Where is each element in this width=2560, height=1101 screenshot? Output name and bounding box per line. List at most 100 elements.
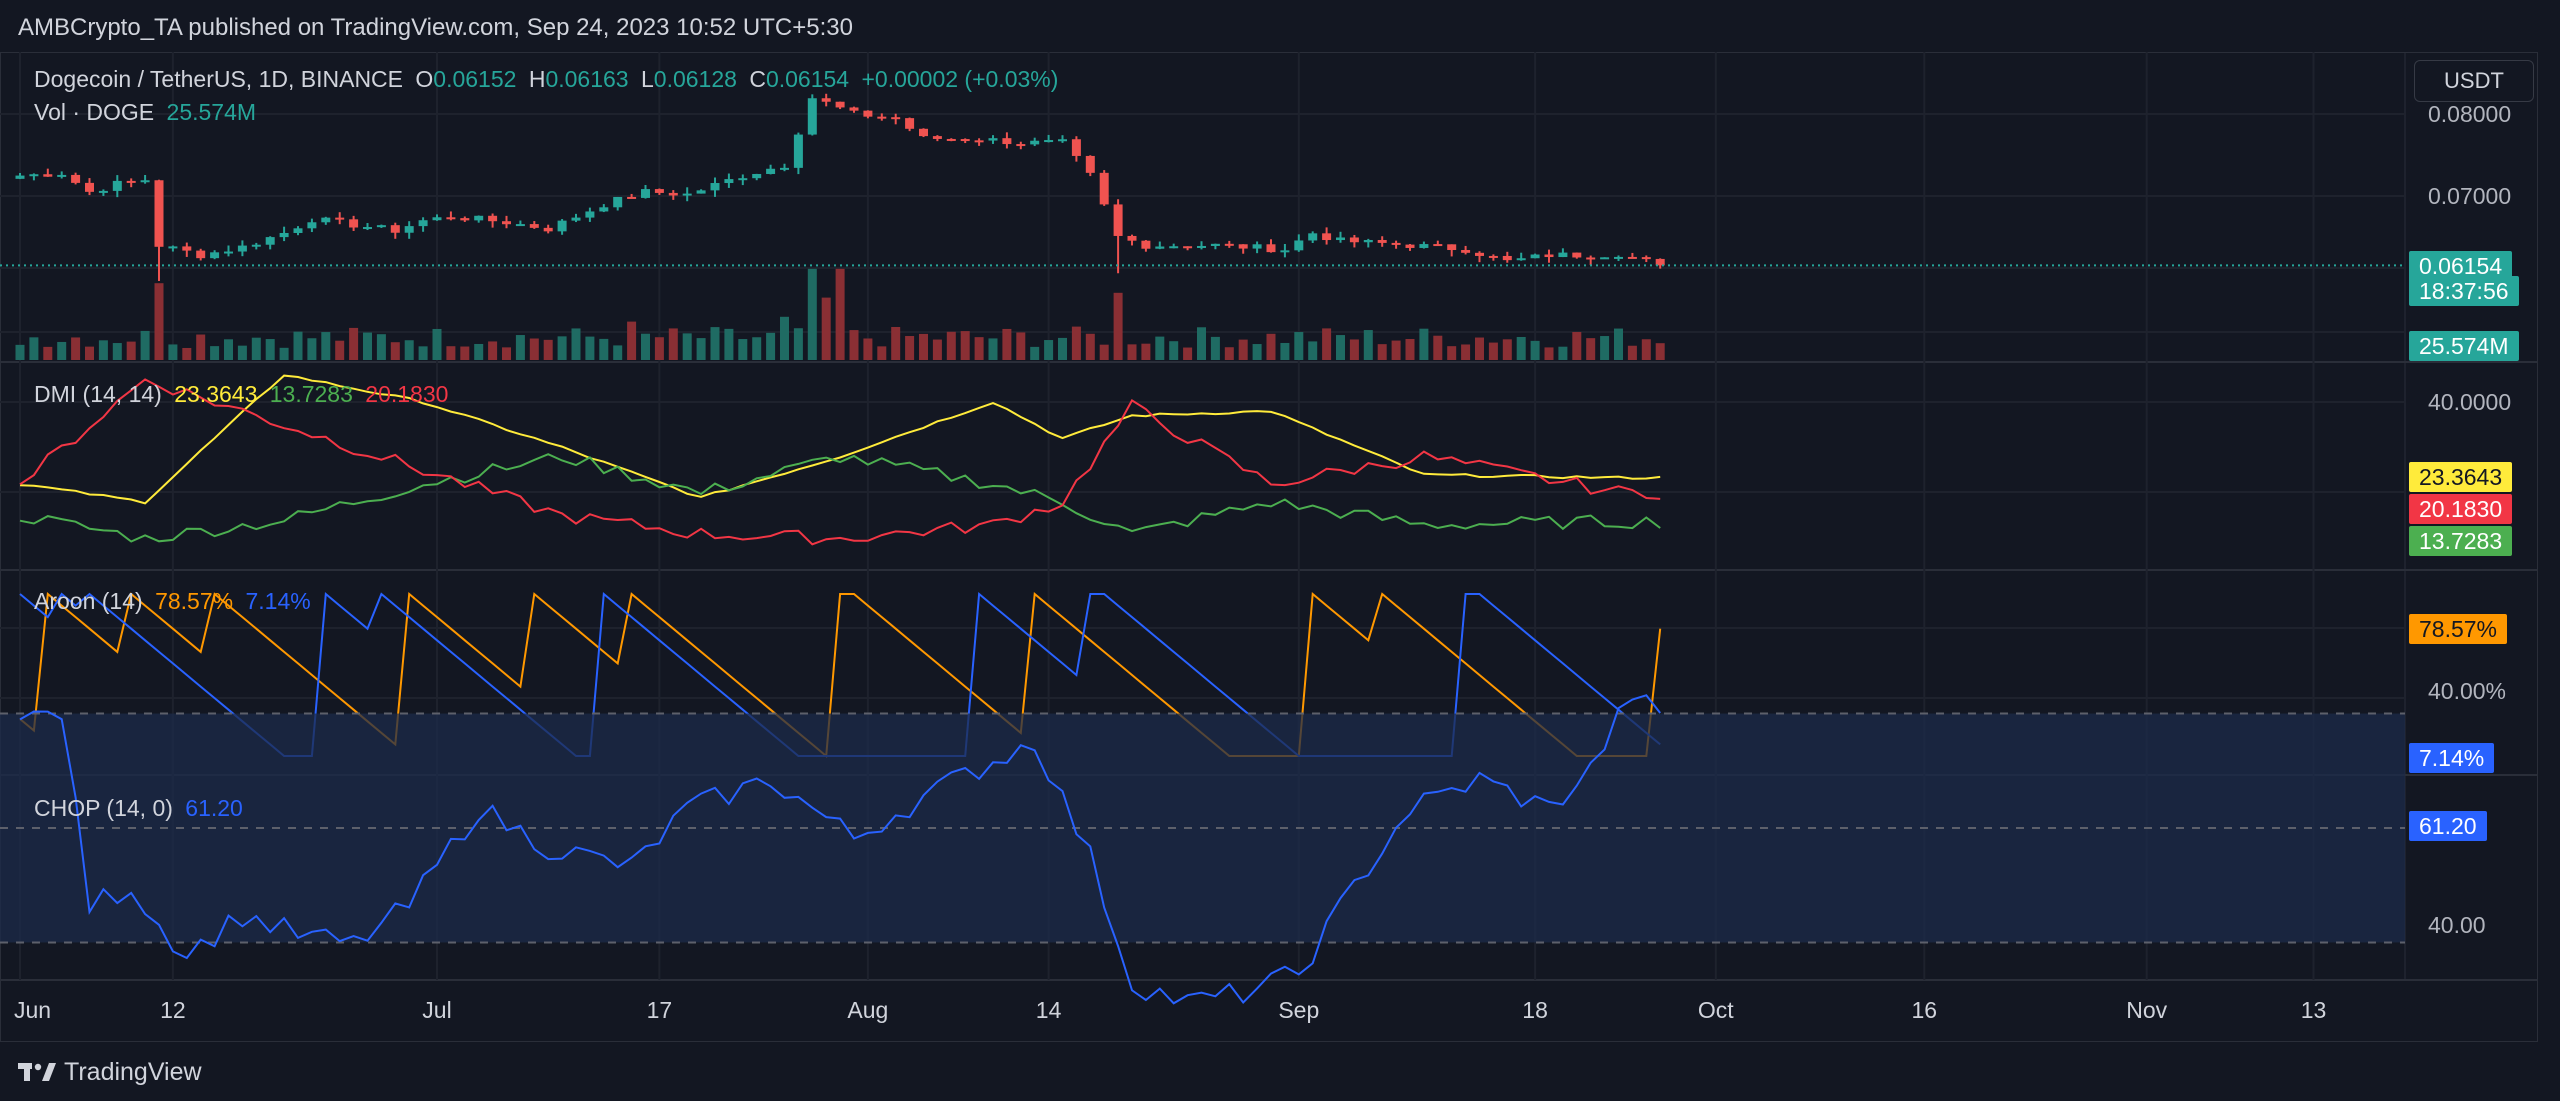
- candle-body: [1085, 155, 1095, 173]
- candle-body: [1016, 144, 1026, 147]
- candle-body: [515, 224, 525, 227]
- minus-di-value: 20.1830: [365, 381, 449, 407]
- time-axis-label: 12: [160, 997, 186, 1023]
- candle-body: [974, 140, 984, 143]
- candle-body: [1294, 240, 1304, 251]
- symbol-title[interactable]: Dogecoin / TetherUS, 1D, BINANCE: [34, 66, 404, 92]
- volume-bar: [224, 339, 233, 360]
- candle-body: [1169, 246, 1179, 249]
- volume-bar: [1113, 292, 1123, 360]
- candle-body: [960, 139, 970, 142]
- volume-bar: [140, 330, 150, 360]
- candle-body: [321, 217, 331, 223]
- aroon-down-value: 7.14%: [245, 588, 311, 614]
- volume-bar: [1433, 335, 1443, 360]
- volume-bar: [946, 331, 956, 360]
- footer-brand[interactable]: TradingView: [18, 1052, 202, 1092]
- aroon-up-badge: 78.57%: [2409, 614, 2508, 644]
- volume-bar: [1641, 339, 1651, 360]
- candle-body: [724, 179, 734, 184]
- volume-bar: [85, 346, 94, 360]
- volume-bar: [627, 321, 637, 360]
- aroon-label[interactable]: Aroon (14): [34, 588, 143, 614]
- volume-label[interactable]: Vol · DOGE: [34, 99, 155, 125]
- candle-body: [613, 196, 623, 208]
- chop-label[interactable]: CHOP (14, 0): [34, 795, 173, 821]
- volume-bar: [390, 342, 400, 360]
- aroon-tick-label: 40.00%: [2428, 678, 2506, 704]
- volume-bar: [307, 338, 317, 360]
- dmi-label[interactable]: DMI (14, 14): [34, 381, 162, 407]
- plus-di-value: 13.7283: [269, 381, 353, 407]
- time-axis-label: Jun: [14, 997, 51, 1023]
- volume-bar: [1044, 340, 1054, 360]
- volume-value: 25.574M: [166, 99, 257, 125]
- volume-bar: [1030, 346, 1040, 360]
- time-axis-label: Oct: [1698, 997, 1734, 1023]
- volume-bar: [1197, 327, 1206, 360]
- volume-bar: [446, 346, 456, 360]
- time-axis-label: 18: [1522, 997, 1548, 1023]
- volume-bar: [474, 343, 484, 360]
- candle-body: [1141, 240, 1151, 249]
- candle-body: [1071, 139, 1081, 156]
- volume-bar: [210, 346, 220, 360]
- volume-bar: [1002, 328, 1012, 360]
- volume-legend: Vol · DOGE 25.574M: [34, 99, 262, 126]
- volume-bar: [974, 337, 984, 360]
- candle-body: [821, 98, 831, 102]
- candle-body: [780, 167, 789, 170]
- volume-bar: [29, 337, 39, 360]
- candle-body: [1197, 245, 1206, 248]
- volume-bar: [1224, 347, 1234, 360]
- candle-body: [988, 138, 998, 141]
- candle-body: [349, 219, 359, 228]
- open-value: 0.06152: [433, 66, 517, 92]
- close-value: 0.06154: [765, 66, 850, 92]
- candle-body: [1475, 252, 1484, 256]
- candle-body: [1363, 239, 1373, 243]
- volume-bar: [1141, 343, 1151, 360]
- time-axis-label: 14: [1036, 997, 1062, 1023]
- low-label: L: [640, 66, 654, 92]
- adx-badge: 23.3643: [2409, 462, 2513, 492]
- volume-bar: [905, 336, 915, 360]
- aroon-up-line: [19, 592, 1662, 758]
- candle-body: [1183, 246, 1193, 249]
- candle-body: [752, 173, 762, 179]
- volume-bar: [1294, 332, 1304, 360]
- chart-canvas[interactable]: 0.08000 0.07000 40.0000 40.00% 40.00 Jun 12 Jul…: [0, 52, 2538, 1042]
- candle-body: [140, 180, 150, 183]
- candle-body: [1155, 246, 1165, 249]
- adx-value: 23.3643: [174, 381, 258, 407]
- time-axis-label: 13: [2301, 997, 2327, 1023]
- candle-body: [1238, 244, 1248, 249]
- candle-body: [1099, 172, 1109, 205]
- candle-body: [682, 193, 692, 196]
- volume-bar: [168, 344, 178, 360]
- currency-button[interactable]: USDT: [2414, 60, 2534, 102]
- candle-body: [919, 128, 928, 137]
- aroon-legend: Aroon (14) 78.57% 7.14%: [34, 588, 317, 615]
- candle-body: [376, 225, 386, 228]
- volume-bar: [585, 336, 595, 360]
- candle-body: [807, 98, 817, 135]
- volume-bar: [404, 340, 414, 360]
- publish-info: AMBCrypto_TA published on TradingView.co…: [18, 14, 853, 41]
- volume-bar: [710, 327, 720, 360]
- chop-badge: 61.20: [2409, 811, 2487, 841]
- candle-body: [460, 218, 470, 221]
- candle-body: [446, 217, 456, 220]
- aroon-down-badge: 7.14%: [2409, 743, 2495, 773]
- volume-bar: [1488, 342, 1498, 360]
- time-axis-label: Aug: [847, 997, 888, 1023]
- volume-bar: [1322, 328, 1332, 360]
- candle-body: [279, 232, 289, 238]
- candle-body: [641, 189, 650, 198]
- candle-body: [1447, 244, 1457, 251]
- candle-body: [1572, 252, 1582, 258]
- candle-body: [946, 138, 956, 141]
- volume-bar: [460, 346, 470, 360]
- candle-body: [1544, 254, 1554, 258]
- publish-bar: AMBCrypto_TA published on TradingView.co…: [0, 0, 2560, 52]
